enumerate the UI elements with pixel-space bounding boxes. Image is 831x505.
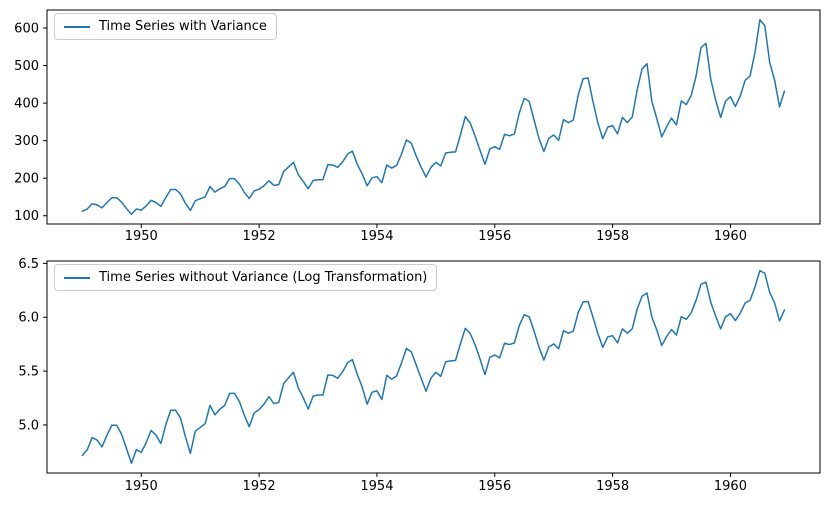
- y-tick-label: 5.5: [18, 365, 39, 380]
- x-tick-label: 1958: [596, 229, 629, 244]
- y-tick-label: 300: [14, 134, 39, 149]
- y-tick-label: 6.5: [18, 257, 39, 272]
- x-tick-label: 1954: [360, 479, 393, 494]
- x-tick-label: 1958: [596, 479, 629, 494]
- x-tick-label: 1952: [243, 229, 276, 244]
- x-tick-label: 1956: [478, 229, 511, 244]
- x-tick-label: 1950: [125, 479, 158, 494]
- axes-frame: [46, 260, 821, 474]
- legend-raw-series: Time Series with Variance: [54, 13, 277, 40]
- y-tick-label: 100: [14, 209, 39, 224]
- y-tick-label: 6.0: [18, 311, 39, 326]
- x-tick-label: 1952: [243, 479, 276, 494]
- x-tick-label: 1960: [714, 229, 747, 244]
- series-line: [81, 19, 786, 215]
- y-tick-label: 600: [14, 22, 39, 37]
- legend-line-sample-icon: [64, 25, 90, 28]
- x-tick-label: 1960: [714, 479, 747, 494]
- y-tick-label: 5.0: [18, 418, 39, 433]
- legend-label: Time Series with Variance: [99, 19, 267, 34]
- y-tick-label: 200: [14, 172, 39, 187]
- legend-log-series: Time Series without Variance (Log Transf…: [54, 264, 438, 291]
- x-tick-label: 1950: [125, 229, 158, 244]
- y-tick-label: 500: [14, 59, 39, 74]
- series-line: [81, 269, 786, 465]
- y-tick-label: 400: [14, 97, 39, 112]
- legend-line-sample-icon: [64, 276, 90, 279]
- axes-frame: [46, 9, 821, 225]
- x-tick-label: 1956: [478, 479, 511, 494]
- legend-label: Time Series without Variance (Log Transf…: [99, 270, 428, 285]
- x-tick-label: 1954: [360, 229, 393, 244]
